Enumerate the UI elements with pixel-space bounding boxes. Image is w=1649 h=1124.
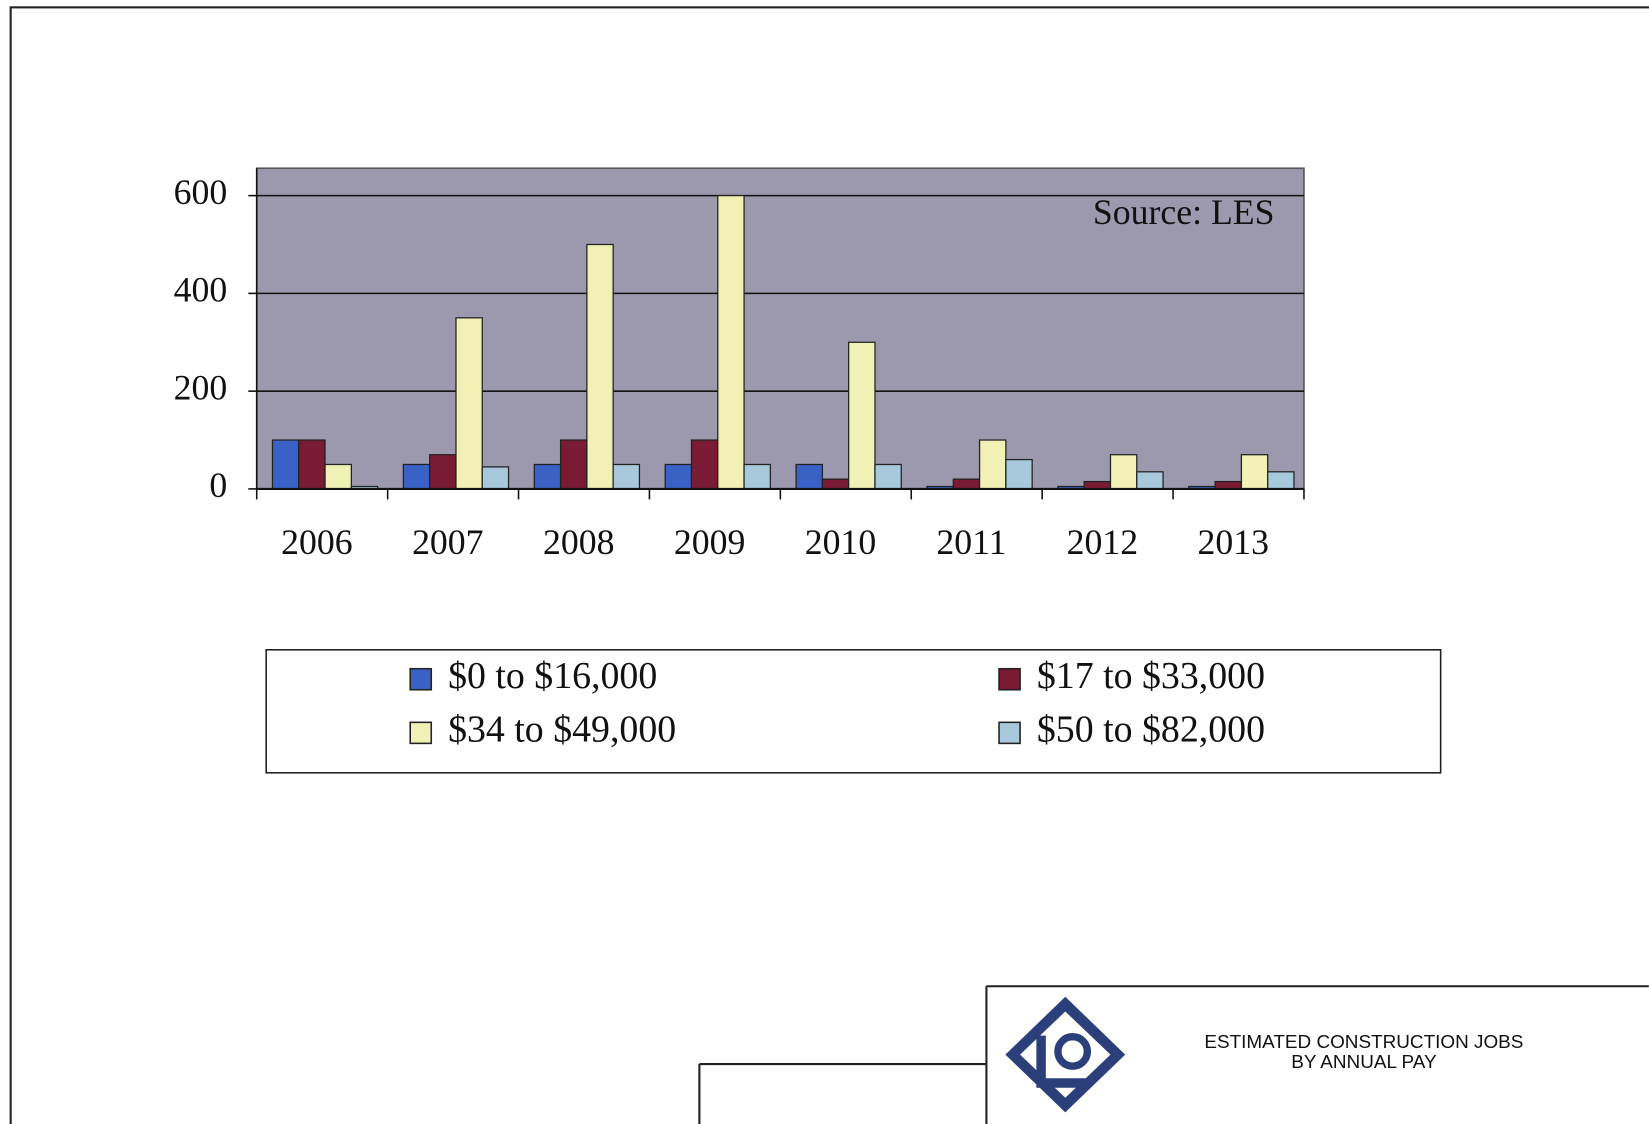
bar xyxy=(978,439,1007,490)
y-tick-label: 600 xyxy=(174,172,228,212)
legend-label: $50 to $82,000 xyxy=(1037,709,1265,751)
bar xyxy=(717,194,745,490)
page-border xyxy=(9,6,1649,1124)
bar xyxy=(821,478,850,490)
bar xyxy=(612,463,641,490)
legend-label: $17 to $33,000 xyxy=(1037,655,1265,697)
bar xyxy=(952,478,981,490)
legend-swatch xyxy=(409,721,433,745)
title-line: BY ANNUAL PAY xyxy=(1291,1052,1437,1073)
x-tick-label: 2010 xyxy=(805,522,876,562)
bar xyxy=(874,463,902,490)
legend-swatch xyxy=(998,721,1021,745)
bar xyxy=(1083,480,1112,490)
bar xyxy=(402,463,431,490)
legend-box xyxy=(265,649,1442,774)
bar xyxy=(848,341,876,490)
legend-label: $34 to $49,000 xyxy=(448,709,676,751)
x-tick-label: 2012 xyxy=(1067,522,1138,562)
bar xyxy=(1136,471,1164,490)
legend-label: $0 to $16,000 xyxy=(448,655,657,697)
x-tick-label: 2009 xyxy=(674,522,745,562)
bar xyxy=(586,243,614,490)
y-tick-label: 0 xyxy=(209,465,227,505)
annotation: Source: LES xyxy=(1093,192,1275,232)
bar xyxy=(1214,480,1243,490)
legend-swatch xyxy=(998,667,1021,691)
bar xyxy=(1109,454,1138,490)
bar xyxy=(743,463,771,490)
bar xyxy=(1267,471,1295,490)
bar xyxy=(1240,454,1269,490)
bar xyxy=(664,463,693,490)
bar xyxy=(324,463,352,490)
bar xyxy=(559,439,588,490)
bar xyxy=(455,317,483,490)
bar xyxy=(533,463,562,490)
y-tick-label: 200 xyxy=(174,367,228,407)
x-tick-label: 2011 xyxy=(936,522,1006,562)
title-line: ESTIMATED CONSTRUCTION JOBS xyxy=(1204,1032,1523,1053)
bar xyxy=(795,463,824,490)
legend-swatch xyxy=(409,667,433,691)
bar xyxy=(690,439,719,490)
bar xyxy=(271,439,300,490)
bar xyxy=(429,454,457,490)
bar xyxy=(298,439,326,490)
x-tick-label: 2007 xyxy=(412,522,483,562)
x-tick-label: 2013 xyxy=(1198,522,1269,562)
x-tick-label: 2008 xyxy=(543,522,614,562)
y-tick-label: 400 xyxy=(174,270,228,310)
bar xyxy=(481,466,510,490)
bar xyxy=(1005,458,1033,490)
logo xyxy=(1005,996,1126,1113)
x-tick-label: 2006 xyxy=(281,522,352,562)
plot-area xyxy=(255,167,1305,490)
